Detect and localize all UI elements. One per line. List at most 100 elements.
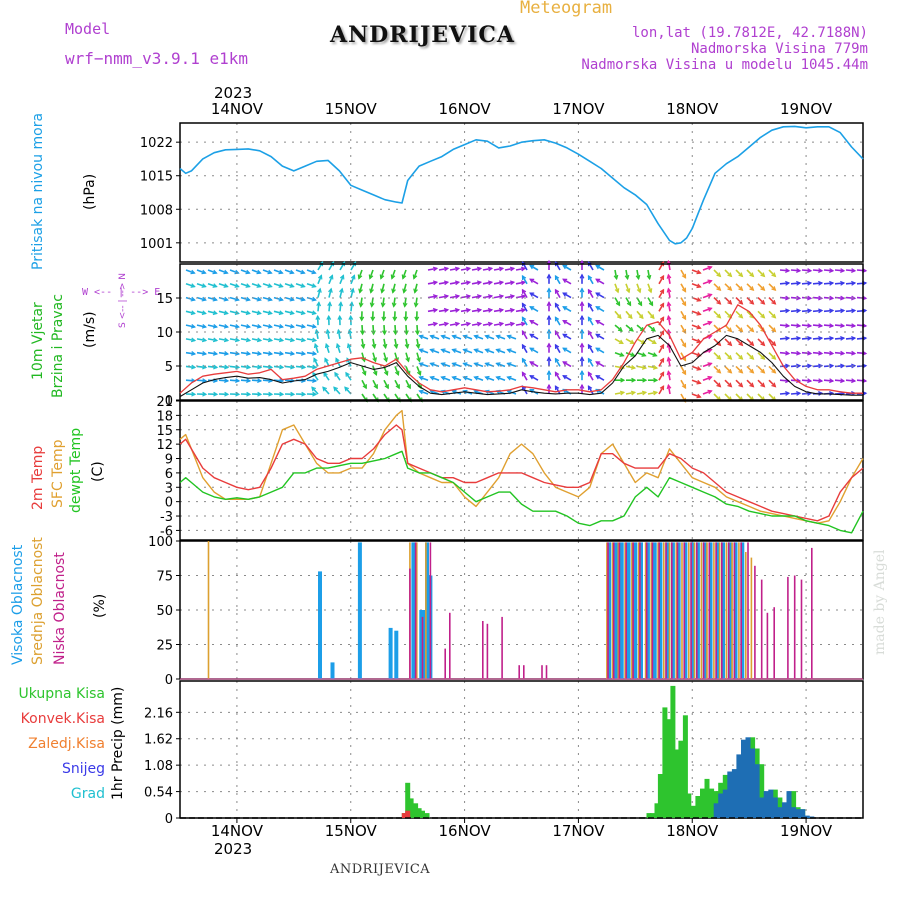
wind-barb-head bbox=[350, 274, 356, 280]
wind-barb-head bbox=[256, 323, 263, 329]
wind-barb-head bbox=[473, 375, 479, 381]
wind-barb bbox=[768, 269, 776, 277]
wind-barb-head bbox=[642, 377, 648, 383]
x-label-top: 17NOV bbox=[552, 100, 605, 118]
cloud-bar bbox=[639, 542, 641, 679]
precip-bar bbox=[727, 771, 733, 818]
wind-barb-head bbox=[326, 314, 332, 320]
wind-barb bbox=[295, 283, 305, 288]
precip-bar bbox=[678, 740, 684, 818]
wind-barb-head bbox=[440, 389, 446, 395]
temperature-ytick-label: 15 bbox=[156, 424, 173, 439]
wind-barb-head bbox=[300, 323, 307, 329]
wind-barb bbox=[229, 296, 239, 301]
wind-barb bbox=[218, 324, 228, 328]
wind-barb-head bbox=[350, 287, 355, 293]
wind-barb bbox=[779, 379, 790, 382]
precip-bar bbox=[786, 791, 792, 818]
wind-barb bbox=[554, 303, 561, 312]
wind-barb bbox=[801, 379, 812, 382]
wind-barb-head bbox=[473, 362, 479, 367]
wind-barb-head bbox=[627, 314, 633, 320]
wind-barb-head bbox=[562, 333, 568, 339]
cloud-bar bbox=[683, 542, 688, 679]
cloud-ytick-label: 25 bbox=[156, 639, 173, 654]
wind-barb bbox=[647, 310, 655, 319]
wind-barb-head bbox=[640, 339, 646, 345]
wind-barb bbox=[284, 269, 294, 274]
wind-barb bbox=[658, 303, 665, 312]
wind-barb bbox=[587, 358, 594, 367]
wind-barb-head bbox=[300, 296, 306, 302]
wind-barb-head bbox=[462, 375, 468, 381]
wind-barb bbox=[724, 269, 732, 277]
wind-barb bbox=[323, 372, 330, 381]
wind-barb-head bbox=[390, 274, 396, 280]
wind-barb bbox=[405, 338, 409, 348]
wind-barb bbox=[251, 351, 262, 355]
wind-barb-head bbox=[432, 307, 439, 313]
wind-barb-head bbox=[370, 316, 376, 322]
wind-barb-head bbox=[666, 301, 672, 307]
wind-barb bbox=[322, 386, 330, 395]
wind-barb-head bbox=[432, 280, 439, 286]
wind-barb-head bbox=[738, 327, 744, 333]
precip-ytick-label: 1.62 bbox=[144, 733, 173, 748]
wind-barb-head bbox=[707, 375, 713, 381]
wind-barb bbox=[370, 283, 374, 293]
cloud-bar bbox=[652, 542, 657, 679]
wind-barb-head bbox=[851, 268, 857, 273]
wind-barb-head bbox=[659, 371, 665, 377]
wind-barb-head bbox=[267, 323, 274, 329]
wind-barb-head bbox=[487, 266, 494, 272]
wind-barb-head bbox=[212, 351, 219, 356]
cloud-bar bbox=[207, 541, 210, 679]
wind-barb bbox=[414, 283, 418, 293]
wind-barb-head bbox=[190, 310, 196, 316]
wind-barb bbox=[834, 351, 845, 355]
wind-barb bbox=[562, 278, 572, 285]
wind-barb bbox=[391, 269, 396, 279]
wind-barb-head bbox=[529, 375, 535, 380]
wind-ytick-label: 0 bbox=[165, 394, 173, 409]
pressure-frame bbox=[179, 122, 864, 263]
wind-barb bbox=[614, 310, 622, 319]
wind-barb bbox=[315, 329, 319, 340]
wind-barb bbox=[306, 351, 317, 355]
wind-barb-head bbox=[201, 296, 207, 302]
pressure-ytick-label: 1015 bbox=[140, 170, 173, 185]
wind-barb-head bbox=[716, 286, 722, 291]
wind-barb bbox=[438, 309, 449, 313]
wind-barb bbox=[779, 282, 790, 285]
cloud-bar bbox=[607, 542, 612, 679]
wind-barb bbox=[496, 348, 506, 354]
wind-barb bbox=[647, 297, 654, 306]
wind-barb bbox=[562, 361, 572, 368]
wind-barb bbox=[691, 283, 701, 288]
wind-barb bbox=[521, 289, 528, 298]
cloud-bar bbox=[713, 542, 715, 679]
wind-barb bbox=[430, 335, 440, 340]
wind-barb bbox=[402, 269, 407, 279]
cloud-bar bbox=[637, 542, 640, 679]
cloud-bar bbox=[626, 542, 631, 679]
wind-barb-head bbox=[312, 391, 318, 397]
wind-barb-head bbox=[279, 364, 285, 370]
precip-bar bbox=[754, 764, 760, 818]
wind-barb bbox=[625, 391, 636, 395]
wind-barb-head bbox=[727, 313, 733, 319]
wind-barb-head bbox=[738, 313, 744, 319]
x-label-top: 18NOV bbox=[666, 100, 719, 118]
cloud-bar bbox=[632, 542, 634, 679]
cloud-bar bbox=[541, 665, 543, 679]
wind-barb bbox=[647, 391, 658, 395]
wind-barb bbox=[625, 310, 633, 319]
wind-speed-line bbox=[179, 334, 863, 398]
wind-barb-head bbox=[395, 384, 400, 390]
wind-barb bbox=[416, 338, 420, 348]
wind-barb-head bbox=[382, 343, 388, 350]
wind-barb bbox=[370, 297, 374, 307]
wind-barb-head bbox=[338, 301, 344, 307]
wind-barb-head bbox=[509, 280, 516, 286]
wind-barb-head bbox=[245, 269, 251, 275]
